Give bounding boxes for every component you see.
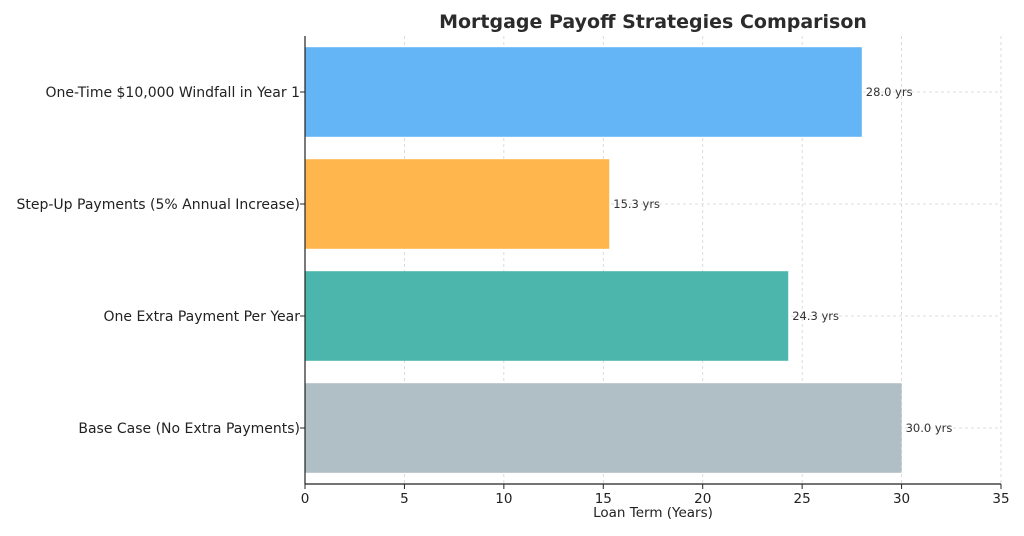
bars: 30.0 yrs 24.3 yrs 15.3 yrs 28.0 yrs — [305, 47, 952, 473]
x-tick-label: 10 — [495, 491, 512, 507]
bar-data-label: 28.0 yrs — [866, 85, 913, 99]
y-category-label: Base Case (No Extra Payments) — [78, 421, 300, 437]
bar-data-label: 24.3 yrs — [792, 309, 839, 323]
x-tick-label: 20 — [694, 491, 711, 507]
bar-data-label: 30.0 yrs — [906, 421, 953, 435]
category-labels: Base Case (No Extra Payments) One Extra P… — [17, 85, 301, 437]
bar — [305, 271, 789, 361]
x-tick-label: 35 — [992, 491, 1009, 507]
y-category-label: Step-Up Payments (5% Annual Increase) — [17, 197, 301, 213]
axes — [304, 36, 1001, 485]
y-category-label: One Extra Payment Per Year — [103, 309, 300, 325]
bar — [305, 383, 902, 473]
x-tick-label: 5 — [400, 491, 409, 507]
chart-title: Mortgage Payoff Strategies Comparison — [439, 11, 867, 33]
bar — [305, 159, 610, 249]
x-tick-label: 30 — [893, 491, 910, 507]
y-category-label: One-Time $10,000 Windfall in Year 1 — [46, 85, 300, 101]
bar — [305, 47, 862, 137]
x-tick-label: 0 — [301, 491, 310, 507]
x-tick-label: 25 — [794, 491, 811, 507]
x-tick-label: 15 — [595, 491, 612, 507]
bar-data-label: 15.3 yrs — [613, 197, 660, 211]
x-axis-label: Loan Term (Years) — [593, 505, 713, 521]
x-ticks: 0 5 10 15 20 25 30 35 — [300, 91, 1010, 507]
